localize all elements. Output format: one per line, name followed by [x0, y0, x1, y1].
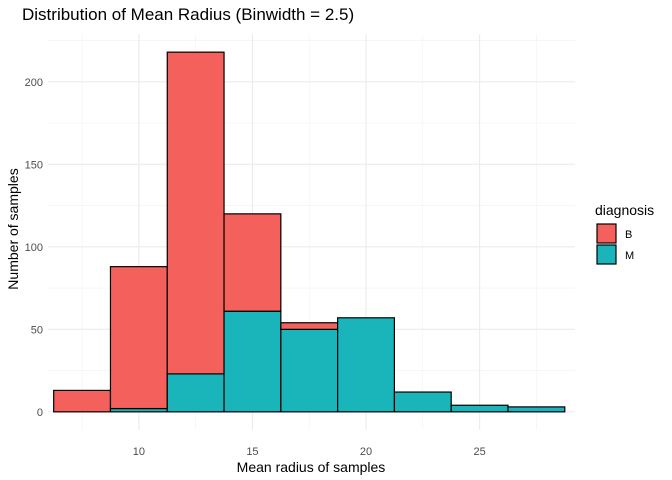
- y-axis-ticks: 0 50 100 150 200: [25, 77, 43, 419]
- bar-b: [280, 322, 339, 330]
- bar-m: [166, 373, 225, 413]
- legend-title: diagnosis: [595, 202, 654, 218]
- chart-title: Distribution of Mean Radius (Binwidth = …: [22, 5, 354, 24]
- x-tick-label: 20: [360, 446, 372, 458]
- y-tick-label: 50: [31, 324, 43, 336]
- bar-m: [223, 310, 282, 413]
- x-tick-label: 15: [246, 446, 258, 458]
- bar-m: [280, 328, 339, 413]
- bar-b: [223, 213, 282, 312]
- x-axis-ticks: 10 15 20 25: [133, 446, 486, 458]
- legend-key-m: [596, 244, 617, 265]
- bar-b: [166, 51, 225, 375]
- legend-label-b: B: [625, 229, 632, 241]
- y-tick-label: 100: [25, 242, 43, 254]
- y-tick-label: 0: [37, 407, 43, 419]
- legend: diagnosis BM: [595, 202, 654, 265]
- legend-label-m: M: [625, 250, 634, 262]
- bar-m: [337, 317, 396, 413]
- x-axis-title: Mean radius of samples: [237, 459, 386, 475]
- bar-m: [507, 406, 566, 413]
- x-tick-label: 10: [133, 446, 145, 458]
- bar-m: [450, 404, 509, 413]
- x-tick-label: 25: [473, 446, 485, 458]
- y-tick-label: 150: [25, 159, 43, 171]
- y-tick-label: 200: [25, 77, 43, 89]
- bar-b: [53, 389, 112, 413]
- y-axis-title: Number of samples: [5, 168, 21, 289]
- bar-m: [393, 391, 452, 413]
- bars: [53, 51, 566, 413]
- legend-key-b: [596, 223, 617, 244]
- bar-b: [109, 266, 168, 410]
